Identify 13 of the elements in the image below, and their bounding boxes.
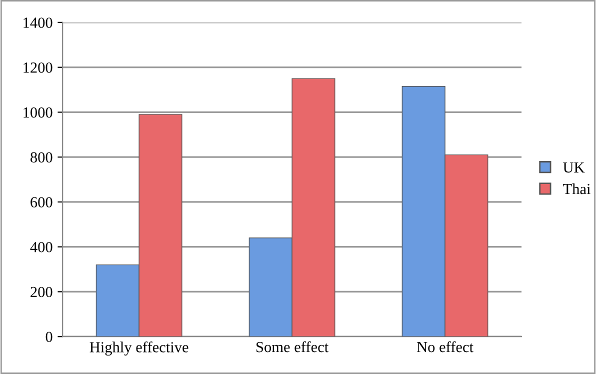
- y-tick-label: 200: [30, 286, 52, 298]
- legend-label: UK: [563, 162, 585, 173]
- x-tick-label: Some effect: [256, 341, 329, 352]
- y-tick-label: 800: [30, 152, 52, 163]
- y-tick-label: 400: [30, 242, 52, 252]
- y-tick-label: 1400: [24, 18, 52, 28]
- legend-label: Thai: [563, 183, 590, 194]
- y-tick-label: 1200: [24, 62, 52, 73]
- x-tick-label: Highly effective: [90, 341, 188, 356]
- x-tick-label: No effect: [416, 341, 474, 352]
- y-tick-label: 0: [46, 332, 52, 342]
- y-tick-label: 1000: [24, 107, 52, 118]
- y-tick-label: 600: [30, 197, 52, 208]
